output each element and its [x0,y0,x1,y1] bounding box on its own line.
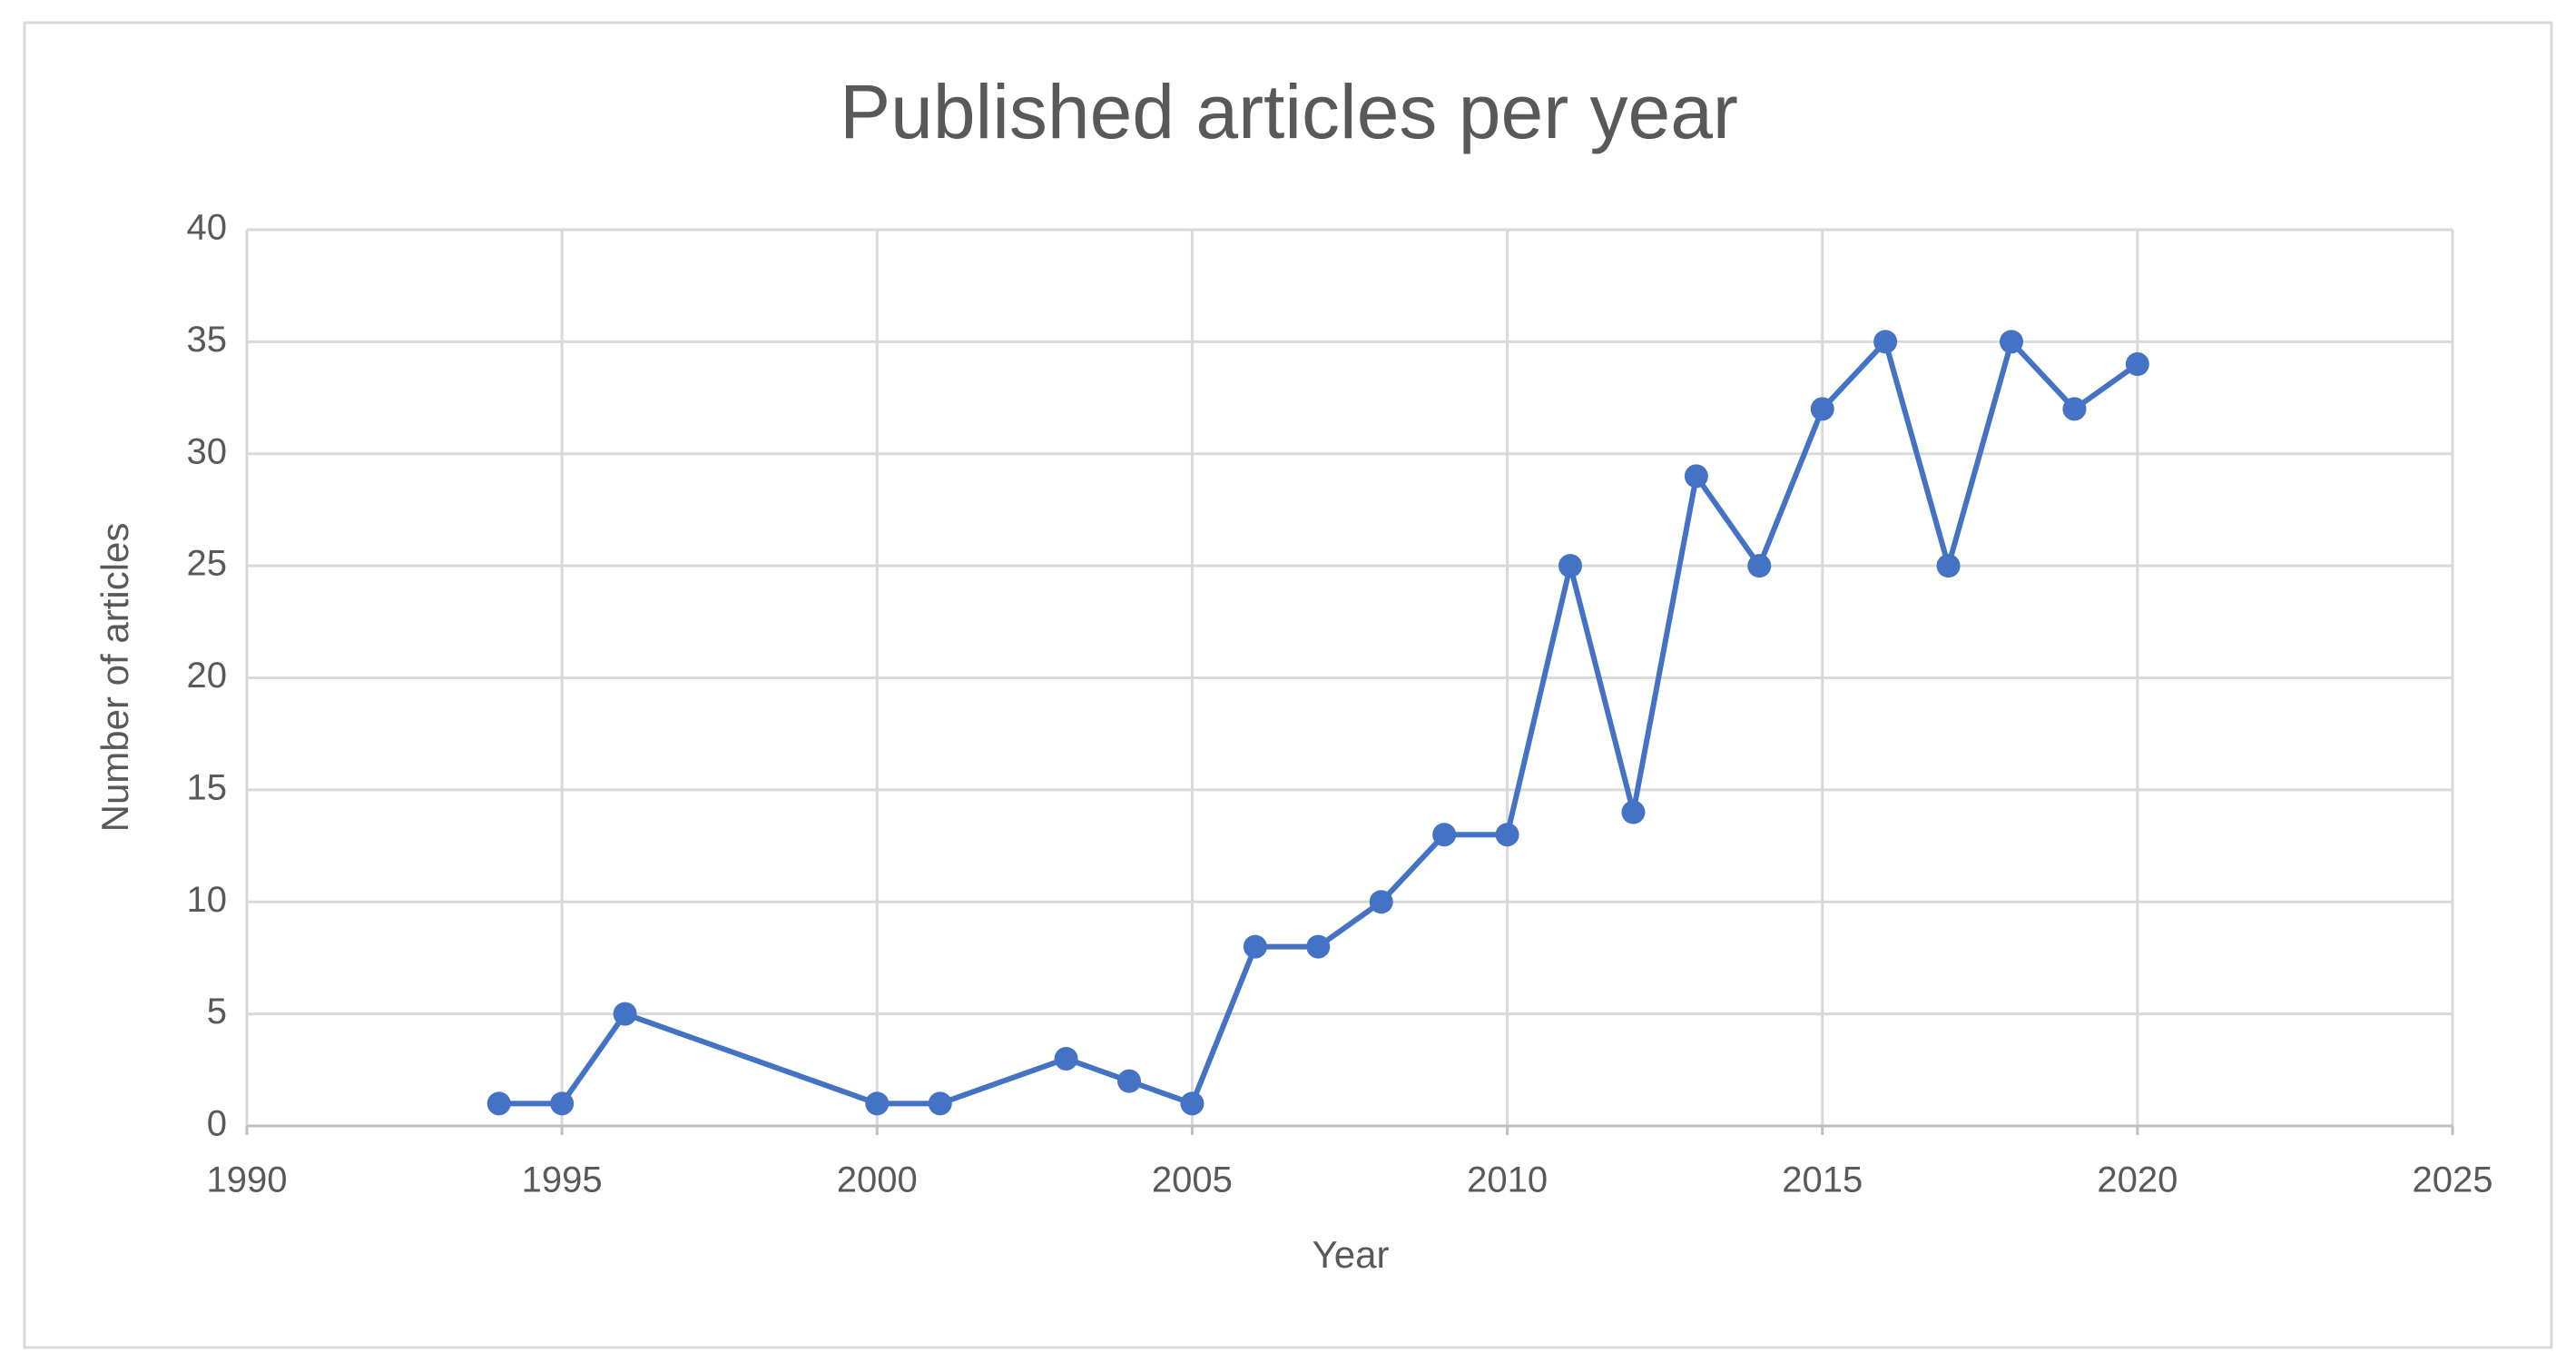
y-tick-label: 15 [187,767,228,807]
data-point [1495,823,1519,847]
y-tick-label: 0 [207,1104,227,1144]
data-point [1243,934,1267,959]
x-tick-label: 2010 [1467,1160,1548,1200]
x-tick-label: 2005 [1152,1160,1233,1200]
data-point [1684,464,1708,489]
data-point [1054,1046,1078,1071]
x-tick-label: 2020 [2097,1160,2178,1200]
data-point [613,1002,637,1026]
data-point [2125,352,2149,377]
data-point [1810,397,1834,421]
data-point [1621,800,1646,824]
x-tick-label: 1990 [207,1160,288,1200]
x-axis-title: Year [1313,1233,1390,1276]
y-tick-label: 35 [187,320,228,360]
data-point [2000,330,2023,354]
data-point [1306,934,1331,959]
y-tick-label: 25 [187,544,228,584]
y-tick-label: 30 [187,431,228,471]
data-point [550,1091,575,1116]
x-tick-label: 2015 [1782,1160,1863,1200]
y-tick-label: 5 [207,992,227,1031]
data-point [1558,554,1582,578]
y-tick-label: 10 [187,880,228,920]
data-point [1369,890,1393,914]
data-point [1747,554,1772,578]
x-tick-label: 1995 [522,1160,603,1200]
y-tick-label: 20 [187,656,228,696]
data-point [1432,823,1457,847]
data-point [2062,397,2087,421]
chart-title: Published articles per year [840,69,1738,154]
data-point [487,1091,511,1116]
data-point [1936,554,1961,578]
data-point [928,1091,952,1116]
data-point [865,1091,890,1116]
x-tick-label: 2025 [2413,1160,2493,1200]
data-point [1180,1091,1204,1116]
chart-border [23,21,2553,1349]
x-tick-label: 2000 [837,1160,918,1200]
y-tick-label: 40 [187,208,228,248]
y-axis-title: Number of articles [93,523,136,833]
data-point [1873,330,1898,354]
data-point [1117,1069,1141,1093]
